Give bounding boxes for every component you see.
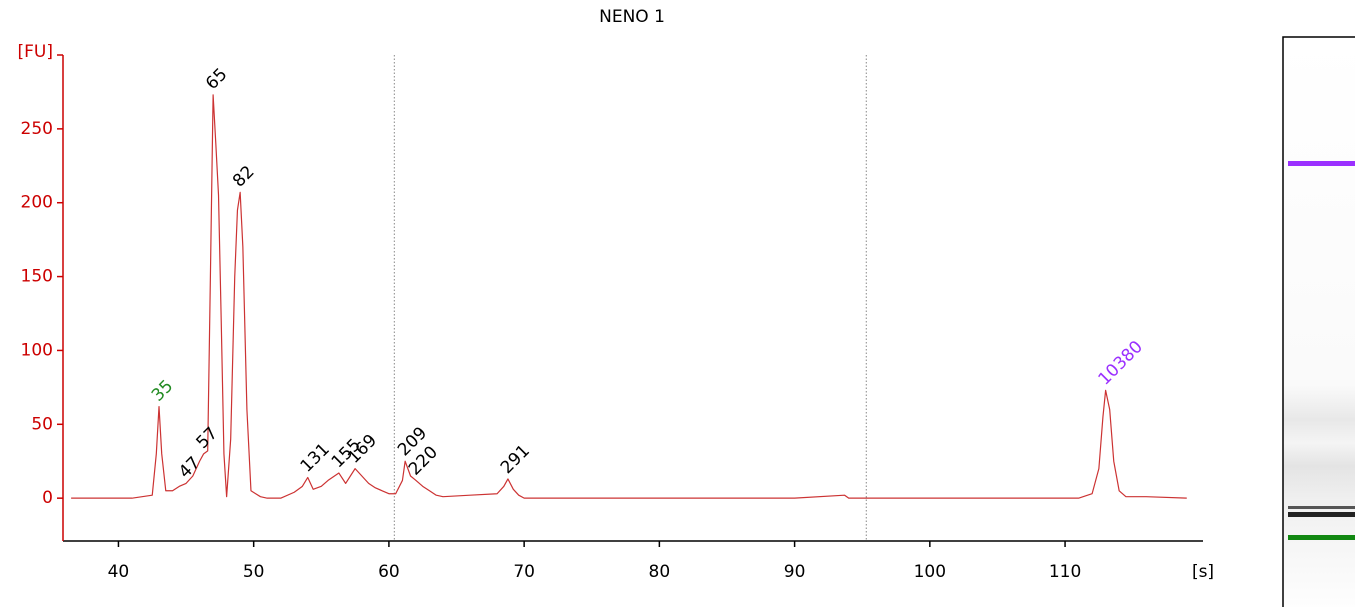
y-axis-label: [FU]: [18, 42, 54, 62]
peak-label: 82: [229, 162, 258, 191]
y-tick-label: 150: [21, 267, 53, 287]
gel-band: [1288, 161, 1355, 166]
x-tick-label: 70: [513, 562, 535, 582]
chart-title: NENO 1: [599, 7, 665, 27]
x-tick-label: 90: [784, 562, 806, 582]
x-tick-label: 60: [378, 562, 400, 582]
y-tick-label: 100: [21, 340, 53, 360]
x-tick-label: 110: [1049, 562, 1081, 582]
x-tick-label: 100: [914, 562, 946, 582]
peak-label: 65: [202, 65, 231, 94]
peak-label: 35: [148, 376, 177, 405]
x-tick-label: 50: [243, 562, 265, 582]
y-tick-label: 50: [31, 414, 53, 434]
y-tick-label: 250: [21, 119, 53, 139]
peak-label: 47: [175, 453, 204, 482]
peak-label: 10380: [1095, 337, 1147, 389]
x-tick-label: 80: [649, 562, 671, 582]
gel-frame: [1282, 36, 1355, 607]
x-axis-label: [s]: [1192, 562, 1214, 582]
gel-lane: [1282, 36, 1355, 607]
gel-band: [1288, 535, 1355, 540]
peak-label: 57: [193, 423, 222, 452]
peak-label: 291: [497, 441, 534, 478]
gel-band: [1288, 506, 1355, 509]
trace: [71, 94, 1187, 499]
gel-band: [1288, 512, 1355, 517]
y-tick-label: 0: [42, 488, 53, 508]
x-tick-label: 40: [108, 562, 130, 582]
y-tick-label: 200: [21, 193, 53, 213]
